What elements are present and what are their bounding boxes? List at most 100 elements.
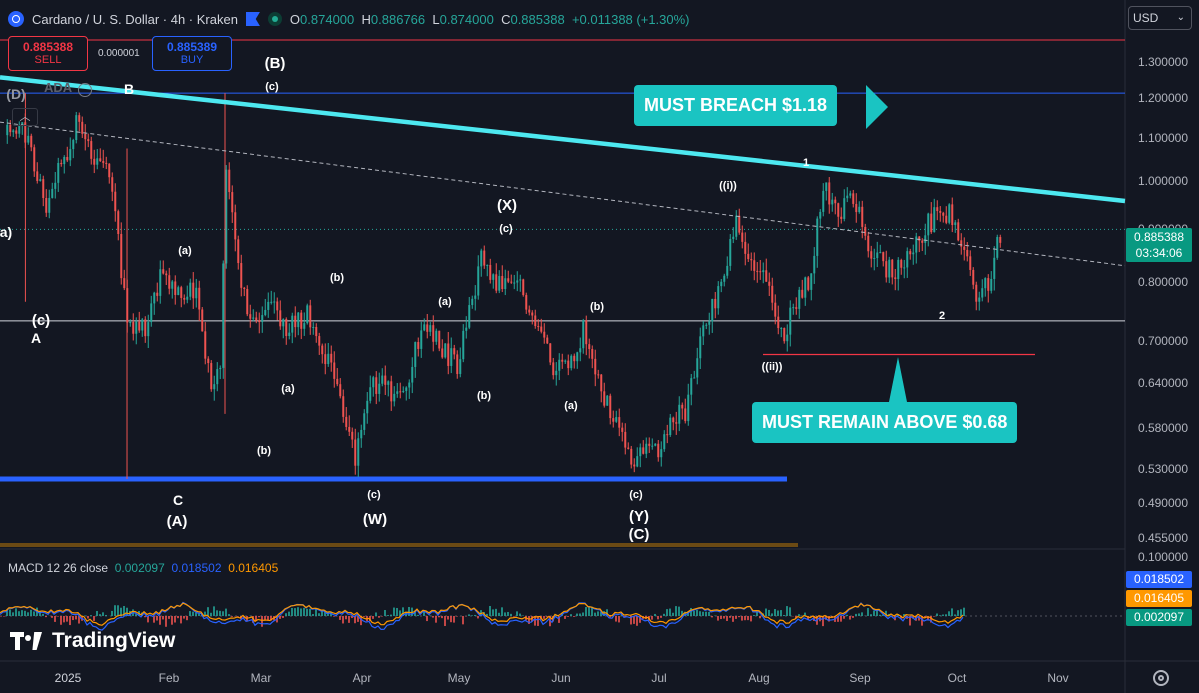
macd-histogram-bar (27, 612, 29, 616)
macd-histogram-bar (342, 616, 344, 624)
macd-histogram-bar (768, 609, 770, 616)
macd-histogram-bar (546, 616, 548, 617)
macd-histogram-bar (99, 614, 101, 616)
macd-histogram-bar (744, 616, 746, 621)
macd-histogram-bar (261, 616, 263, 627)
macd-legend[interactable]: MACD 12 26 close 0.002097 0.018502 0.016… (8, 561, 279, 575)
macd-histogram-bar (774, 609, 776, 616)
candle-body (663, 434, 666, 450)
macd-histogram-bar (870, 614, 872, 616)
macd-histogram-bar (144, 616, 146, 618)
wave-label: (A) (166, 513, 188, 530)
candle-body (63, 157, 66, 165)
time-tick-label: Sep (849, 671, 871, 685)
flag-icon[interactable] (245, 12, 260, 26)
candle-body (822, 190, 825, 212)
macd-histogram-bar (291, 607, 293, 616)
candle-body (609, 395, 612, 419)
candle-body (978, 297, 981, 302)
symbol-title[interactable]: Cardano / U. S. Dollar · 4h · Kraken (32, 11, 238, 27)
time-tick-label: Jul (651, 671, 667, 685)
candle-body (312, 327, 315, 329)
buy-button[interactable]: 0.885389 BUY (152, 36, 232, 71)
candle-body (216, 369, 219, 385)
candle-body (339, 384, 342, 397)
candle-body (603, 391, 606, 406)
macd-histogram-bar (783, 614, 785, 616)
candle-body (174, 281, 177, 295)
candle-body (795, 307, 798, 309)
candle-body (129, 322, 132, 324)
sell-button[interactable]: 0.885388 SELL (8, 36, 88, 71)
candle-body (183, 297, 186, 300)
candle-body (429, 325, 432, 332)
wave-label: (c) (31, 312, 51, 329)
macd-histogram-bar (363, 616, 365, 617)
signal-line (0, 602, 964, 626)
candle-body (18, 125, 21, 134)
macd-histogram-bar (303, 607, 305, 616)
candle-body (912, 252, 915, 255)
candle-body (504, 278, 507, 290)
candle-body (969, 256, 972, 270)
tradingview-logo[interactable]: TradingView (10, 629, 175, 653)
candle-body (741, 232, 744, 242)
macd-histogram-bar (603, 611, 605, 616)
collapse-button[interactable]: ︿ (12, 108, 38, 126)
macd-histogram-bar (936, 613, 938, 616)
macd-histogram-bar (372, 616, 374, 619)
candle-body (657, 443, 660, 458)
candle-body (633, 464, 636, 467)
macd-histogram-bar (717, 616, 719, 621)
macd-histogram-bar (345, 616, 347, 620)
macd-histogram-bar (582, 612, 584, 616)
macd-histogram-bar (417, 614, 419, 616)
macd-histogram-bar (216, 610, 218, 616)
candle-body (477, 266, 480, 296)
macd-histogram-bar (705, 611, 707, 616)
macd-histogram-bar (183, 616, 185, 619)
candle-body (114, 191, 117, 212)
candle-body (483, 250, 486, 266)
chart-header: Cardano / U. S. Dollar · 4h · Kraken O0.… (8, 9, 690, 29)
candle-body (318, 336, 321, 346)
candle-body (648, 443, 651, 446)
macd-histogram-bar (156, 616, 158, 621)
candle-body (843, 198, 846, 219)
currency-select[interactable]: USD ⌄ (1128, 6, 1192, 30)
macd-line-tag: 0.018502 (1126, 571, 1192, 588)
candle-body (813, 255, 816, 274)
candle-body (189, 282, 192, 297)
candle-body (585, 320, 588, 345)
macd-histogram-bar (39, 610, 41, 616)
macd-histogram-bar (585, 607, 587, 616)
macd-histogram-bar (321, 610, 323, 616)
candle-body (783, 328, 786, 342)
macd-histogram-bar (426, 616, 428, 622)
candle-body (864, 226, 867, 236)
callout-pointer (889, 357, 907, 402)
candle-body (15, 130, 18, 134)
candle-body (276, 301, 279, 311)
candle-body (714, 298, 717, 309)
wave-label: (W) (362, 511, 388, 528)
candle-body (621, 427, 624, 432)
candle-body (384, 375, 387, 385)
gear-icon[interactable] (1153, 670, 1169, 686)
macd-histogram-bar (630, 616, 632, 625)
macd-histogram-bar (666, 609, 668, 616)
macd-histogram-bar (672, 612, 674, 616)
candle-body (750, 259, 753, 261)
macd-histogram-bar (297, 607, 299, 616)
visibility-off-icon[interactable] (78, 83, 92, 97)
candle-body (789, 307, 792, 335)
candle-body (537, 326, 540, 328)
candle-body (456, 354, 459, 374)
candle-body (735, 215, 738, 237)
macd-pane (0, 601, 1125, 631)
candle-body (534, 315, 537, 327)
candle-body (831, 199, 834, 205)
macd-histogram-bar (729, 616, 731, 618)
wave-label: C (172, 492, 184, 508)
